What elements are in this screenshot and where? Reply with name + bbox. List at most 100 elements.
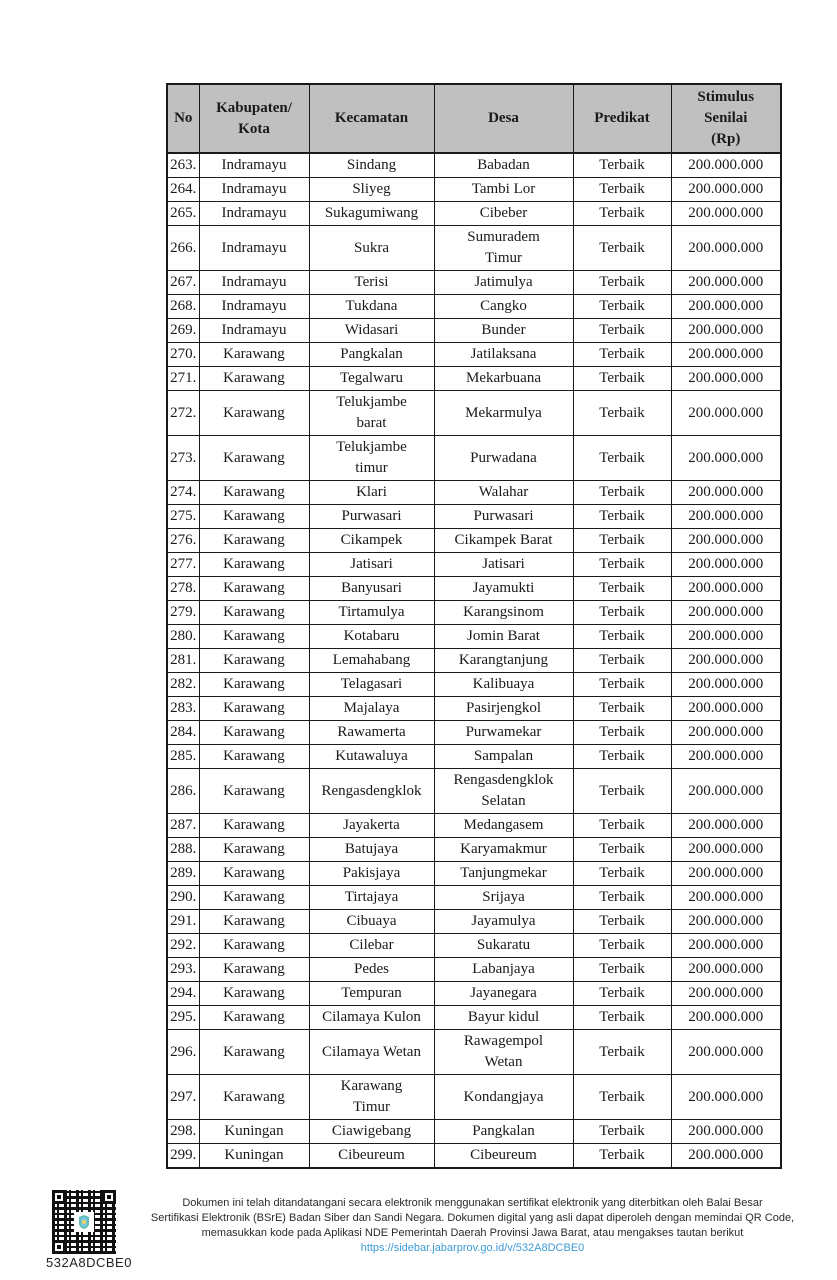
cell-kabupaten: Karawang (198, 909, 310, 934)
cell-predikat: Terbaik (572, 933, 672, 958)
cell-kecamatan: Pedes (308, 957, 435, 982)
cell-kecamatan: Tirtajaya (308, 885, 435, 910)
cell-stimulus: 200.000.000 (670, 435, 782, 481)
cell-kabupaten: Indramayu (198, 294, 310, 319)
qr-finder-top-left (52, 1190, 66, 1204)
cell-predikat: Terbaik (572, 909, 672, 934)
cell-stimulus: 200.000.000 (670, 318, 782, 343)
cell-kabupaten: Karawang (198, 933, 310, 958)
cell-kecamatan: Cilebar (308, 933, 435, 958)
signature-disclaimer-text: Dokumen ini telah ditandatangani secara … (150, 1197, 795, 1239)
cell-no: 289. (166, 861, 200, 886)
cell-predikat: Terbaik (572, 1074, 672, 1120)
cell-predikat: Terbaik (572, 576, 672, 601)
cell-kecamatan: Banyusari (308, 576, 435, 601)
cell-desa: Mekarmulya (433, 390, 574, 436)
cell-kecamatan: Pakisjaya (308, 861, 435, 886)
qr-finder-bottom-left (52, 1240, 66, 1254)
cell-kabupaten: Indramayu (198, 152, 310, 178)
table-row: 264. Indramayu Sliyeg Tambi Lor Terbaik … (166, 177, 782, 202)
cell-stimulus: 200.000.000 (670, 152, 782, 178)
cell-stimulus: 200.000.000 (670, 528, 782, 553)
table-row: 285. Karawang Kutawaluya Sampalan Terbai… (166, 744, 782, 769)
cell-kabupaten: Karawang (198, 528, 310, 553)
table-row: 294. Karawang Tempuran Jayanegara Terbai… (166, 981, 782, 1006)
cell-predikat: Terbaik (572, 957, 672, 982)
cell-no: 292. (166, 933, 200, 958)
cell-desa: Karangsinom (433, 600, 574, 625)
cell-no: 265. (166, 201, 200, 226)
cell-stimulus: 200.000.000 (670, 480, 782, 505)
cell-kabupaten: Kuningan (198, 1119, 310, 1144)
cell-no: 264. (166, 177, 200, 202)
cell-desa: Bayur kidul (433, 1005, 574, 1030)
cell-kecamatan: Purwasari (308, 504, 435, 529)
cell-desa: Babadan (433, 152, 574, 178)
cell-no: 290. (166, 885, 200, 910)
table-row: 286. Karawang Rengasdengklok Rengasdengk… (166, 768, 782, 814)
cell-kecamatan: Telukjambe barat (308, 390, 435, 436)
cell-kecamatan: Batujaya (308, 837, 435, 862)
cell-no: 283. (166, 696, 200, 721)
cell-kecamatan: Cikampek (308, 528, 435, 553)
cell-no: 284. (166, 720, 200, 745)
cell-predikat: Terbaik (572, 318, 672, 343)
cell-stimulus: 200.000.000 (670, 981, 782, 1006)
cell-kabupaten: Karawang (198, 1005, 310, 1030)
cell-kecamatan: Sliyeg (308, 177, 435, 202)
cell-desa: Jayamukti (433, 576, 574, 601)
cell-kecamatan: Sukra (308, 225, 435, 271)
cell-stimulus: 200.000.000 (670, 366, 782, 391)
cell-desa: Labanjaya (433, 957, 574, 982)
cell-kecamatan: Karawang Timur (308, 1074, 435, 1120)
cell-kecamatan: Cilamaya Kulon (308, 1005, 435, 1030)
cell-no: 270. (166, 342, 200, 367)
table-row: 269. Indramayu Widasari Bunder Terbaik 2… (166, 318, 782, 343)
cell-kecamatan: Jayakerta (308, 813, 435, 838)
cell-desa: Cibeber (433, 201, 574, 226)
cell-kecamatan: Ciawigebang (308, 1119, 435, 1144)
cell-stimulus: 200.000.000 (670, 933, 782, 958)
cell-kecamatan: Pangkalan (308, 342, 435, 367)
cell-stimulus: 200.000.000 (670, 1074, 782, 1120)
cell-stimulus: 200.000.000 (670, 552, 782, 577)
cell-no: 298. (166, 1119, 200, 1144)
cell-desa: Jatisari (433, 552, 574, 577)
cell-kabupaten: Karawang (198, 696, 310, 721)
cell-kabupaten: Karawang (198, 981, 310, 1006)
table-body: 263. Indramayu Sindang Babadan Terbaik 2… (166, 152, 782, 1169)
cell-kecamatan: Tempuran (308, 981, 435, 1006)
cell-kabupaten: Indramayu (198, 225, 310, 271)
cell-desa: Purwadana (433, 435, 574, 481)
cell-desa: Cangko (433, 294, 574, 319)
cell-stimulus: 200.000.000 (670, 624, 782, 649)
cell-predikat: Terbaik (572, 696, 672, 721)
cell-no: 299. (166, 1143, 200, 1169)
cell-predikat: Terbaik (572, 861, 672, 886)
cell-kabupaten: Karawang (198, 720, 310, 745)
qr-finder-top-right (102, 1190, 116, 1204)
cell-no: 291. (166, 909, 200, 934)
verification-link[interactable]: https://sidebar.jabarprov.go.id/v/532A8D… (360, 1242, 585, 1254)
cell-stimulus: 200.000.000 (670, 813, 782, 838)
table-row: 271. Karawang Tegalwaru Mekarbuana Terba… (166, 366, 782, 391)
header-desa: Desa (433, 83, 574, 154)
table-row: 272. Karawang Telukjambe barat Mekarmuly… (166, 390, 782, 436)
cell-predikat: Terbaik (572, 885, 672, 910)
cell-kabupaten: Karawang (198, 648, 310, 673)
cell-predikat: Terbaik (572, 201, 672, 226)
table-row: 278. Karawang Banyusari Jayamukti Terbai… (166, 576, 782, 601)
cell-no: 296. (166, 1029, 200, 1075)
cell-stimulus: 200.000.000 (670, 672, 782, 697)
table-row: 265. Indramayu Sukagumiwang Cibeber Terb… (166, 201, 782, 226)
cell-desa: Karyamakmur (433, 837, 574, 862)
cell-desa: Sumuradem Timur (433, 225, 574, 271)
header-kecamatan: Kecamatan (308, 83, 435, 154)
cell-desa: Tanjungmekar (433, 861, 574, 886)
cell-desa: Purwasari (433, 504, 574, 529)
cell-kabupaten: Karawang (198, 1029, 310, 1075)
table-row: 273. Karawang Telukjambe timur Purwadana… (166, 435, 782, 481)
cell-desa: Srijaya (433, 885, 574, 910)
table-row: 283. Karawang Majalaya Pasirjengkol Terb… (166, 696, 782, 721)
